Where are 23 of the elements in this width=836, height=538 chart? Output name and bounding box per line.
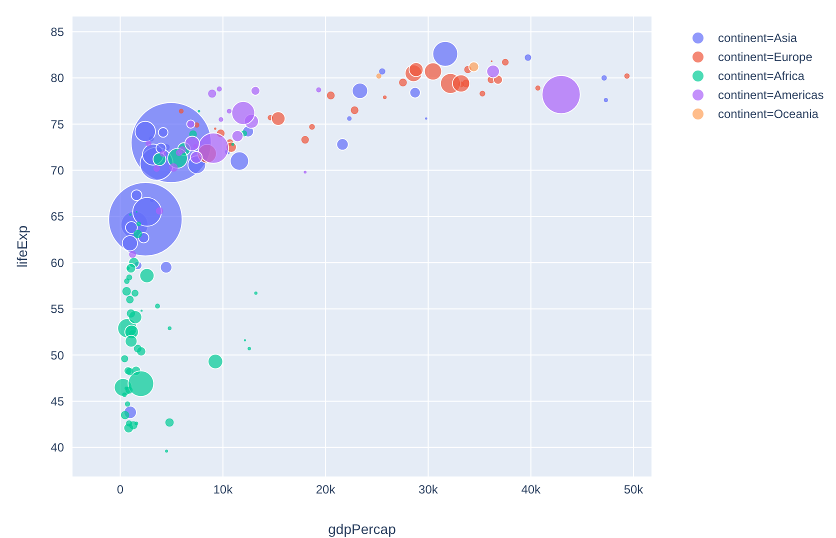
x-tick-label: 30k xyxy=(418,482,439,497)
legend-label: continent=Europe xyxy=(718,50,812,64)
y-tick-label: 65 xyxy=(50,210,64,224)
legend-label: continent=Africa xyxy=(718,68,804,82)
x-tick-label: 50k xyxy=(624,482,644,497)
x-tick-label: 0 xyxy=(116,482,124,497)
y-axis-title: lifeExp xyxy=(14,225,30,268)
y-tick-label: 40 xyxy=(50,440,64,455)
x-axis-title: gdpPercap xyxy=(328,521,396,537)
legend-label: continent=Americas xyxy=(718,88,824,102)
y-tick-label: 75 xyxy=(50,117,64,132)
legend-label: continent=Oceania xyxy=(718,106,818,120)
y-tick-label: 50 xyxy=(50,348,64,362)
legend-label: continent=Asia xyxy=(718,30,798,44)
y-tick-label: 70 xyxy=(50,164,64,178)
y-tick-label: 80 xyxy=(50,71,64,86)
y-tick-label: 55 xyxy=(50,302,64,316)
y-tick-label: 60 xyxy=(50,256,64,270)
y-tick-label: 85 xyxy=(50,24,64,39)
x-tick-label: 10k xyxy=(213,482,234,497)
y-tick-label: 45 xyxy=(50,394,64,409)
x-tick-label: 20k xyxy=(316,482,336,497)
x-tick-label: 40k xyxy=(521,482,542,497)
